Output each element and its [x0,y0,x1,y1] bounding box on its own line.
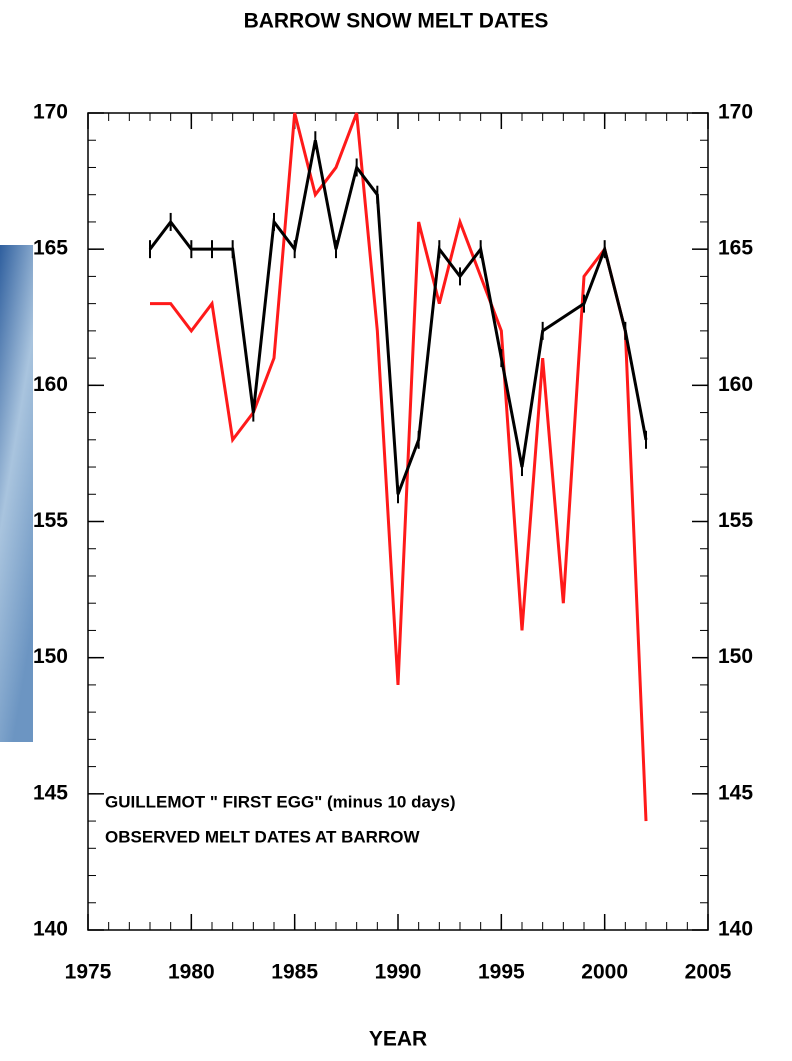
y-tick-label: 150 [718,645,753,668]
x-tick-label: 2005 [685,961,732,984]
x-axis-label: YEAR [369,1028,427,1051]
chart-title: BARROW SNOW MELT DATES [244,10,549,33]
series-line [150,113,646,821]
x-tick-label: 1980 [168,961,215,984]
y-tick-label: 140 [718,918,753,941]
y-tick-label: 145 [33,781,68,804]
x-tick-label: 1975 [65,961,112,984]
legend-label: OBSERVED MELT DATES AT BARROW [105,827,420,846]
y-tick-label: 170 [718,101,753,124]
y-tick-label: 145 [718,781,753,804]
y-tick-label: 140 [33,918,68,941]
chart: BARROW SNOW MELT DATES YEAR GUILLEMOT " … [0,0,792,1056]
x-tick-label: 1995 [478,961,525,984]
y-tick-label: 170 [33,101,68,124]
y-tick-label: 165 [33,237,68,260]
x-tick-label: 1985 [271,961,318,984]
series-line [150,140,646,494]
x-tick-label: 2000 [581,961,628,984]
legend-label: GUILLEMOT " FIRST EGG" (minus 10 days) [105,792,456,811]
photo-fragment [0,245,33,742]
y-tick-label: 155 [33,509,68,532]
y-tick-label: 160 [33,373,68,396]
y-tick-label: 150 [33,645,68,668]
x-tick-label: 1990 [375,961,422,984]
y-tick-label: 155 [718,509,753,532]
y-tick-label: 160 [718,373,753,396]
y-tick-label: 165 [718,237,753,260]
